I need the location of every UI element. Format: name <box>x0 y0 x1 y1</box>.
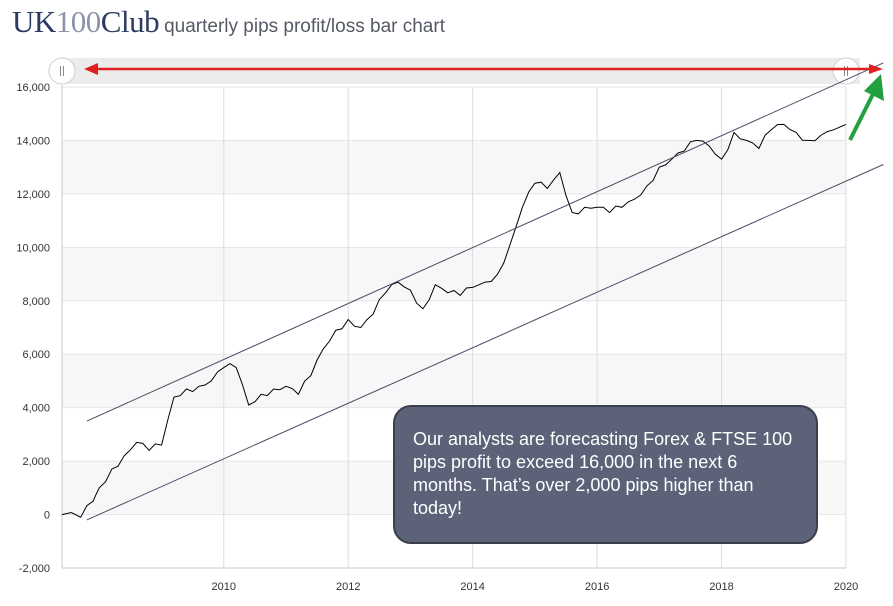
chart-subtitle: quarterly pips profit/loss bar chart <box>164 16 445 37</box>
y-tick-label: 0 <box>44 510 50 522</box>
plot-band <box>62 354 846 408</box>
drag-handle-icon <box>60 66 64 76</box>
navigator-left-handle[interactable] <box>48 57 76 85</box>
handle-circle[interactable] <box>48 57 76 85</box>
x-tick-label: 2018 <box>709 581 733 593</box>
navigator-track <box>62 58 860 84</box>
handle-circle[interactable] <box>832 57 860 85</box>
x-axis-ticks: 2010 2012 2014 2016 2018 2020 <box>212 581 859 593</box>
logo: UK100Club <box>12 4 160 40</box>
logo-club: Club <box>100 4 160 39</box>
y-tick-label: 14,000 <box>16 135 50 147</box>
y-tick-label: 10,000 <box>16 242 50 254</box>
red-arrow-left-head <box>84 63 98 75</box>
trend-channel-line <box>86 62 884 422</box>
red-arrow <box>84 63 883 75</box>
y-tick-label: 12,000 <box>16 189 50 201</box>
pips-line <box>61 123 847 518</box>
logo-100: 100 <box>55 4 102 39</box>
x-tick-label: 2014 <box>460 581 484 593</box>
navigator-bar[interactable] <box>48 57 860 85</box>
drag-handle-icon <box>844 66 848 76</box>
navigator-right-handle[interactable] <box>832 57 860 85</box>
y-tick-label: -2,000 <box>19 563 50 575</box>
x-tick-label: 2010 <box>212 581 236 593</box>
y-tick-label: 8,000 <box>22 296 50 308</box>
logo-uk: UK <box>12 4 56 39</box>
y-tick-label: 6,000 <box>22 349 50 361</box>
green-arrow-head <box>864 74 884 101</box>
y-tick-label: 16,000 <box>16 82 50 94</box>
y-tick-label: 4,000 <box>22 403 50 415</box>
green-arrow-shaft <box>848 89 877 141</box>
x-tick-label: 2016 <box>585 581 609 593</box>
forecast-callout: Our analysts are forecasting Forex & FTS… <box>393 405 818 544</box>
y-tick-label: 2,000 <box>22 456 50 468</box>
x-tick-label: 2020 <box>834 581 858 593</box>
red-arrow-right-head <box>869 64 883 74</box>
plot-band <box>62 247 846 301</box>
plot-band <box>62 140 846 194</box>
trend-channel-layer <box>86 62 884 521</box>
x-tick-label: 2012 <box>336 581 360 593</box>
y-axis-ticks: -2,000 0 2,000 4,000 6,000 8,000 10,000 12,000 1… <box>16 82 50 575</box>
trend-channel-line <box>86 164 884 521</box>
header: UK100Club quarterly pips profit/loss bar… <box>12 4 445 44</box>
series-layer <box>61 123 847 518</box>
green-arrow <box>848 74 884 141</box>
arrow-layer <box>84 63 884 141</box>
